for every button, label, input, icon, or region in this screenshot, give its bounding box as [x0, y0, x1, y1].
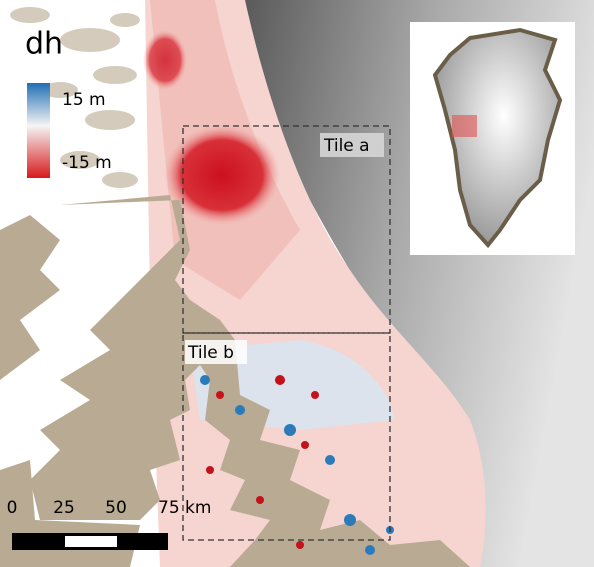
dh-loss-area [164, 125, 280, 225]
scale-label: 25 [53, 498, 75, 518]
legend-title: dh [25, 27, 63, 62]
colorbar [27, 83, 50, 178]
land [0, 215, 60, 380]
dh-loss-area [143, 30, 187, 90]
tile-label-bg [320, 133, 384, 157]
scale-label: 75 km [158, 498, 211, 518]
islands [10, 7, 140, 188]
tile-a-outline [182, 125, 391, 334]
colorbar-label: -15 m [62, 153, 112, 173]
colorbar-label: 15 m [62, 90, 106, 110]
tile-label-bg [185, 340, 247, 364]
land [30, 195, 470, 567]
scale-bar-segment [65, 536, 117, 547]
tile-b-outline [182, 332, 391, 541]
dh-speckle [200, 375, 394, 555]
tile-label: Tile b [187, 343, 234, 363]
scale-label: 0 [7, 498, 18, 518]
tile-label: Tile a [323, 136, 370, 156]
greenland [432, 27, 563, 249]
scale-label: 50 [105, 498, 127, 518]
study-area [452, 115, 477, 137]
